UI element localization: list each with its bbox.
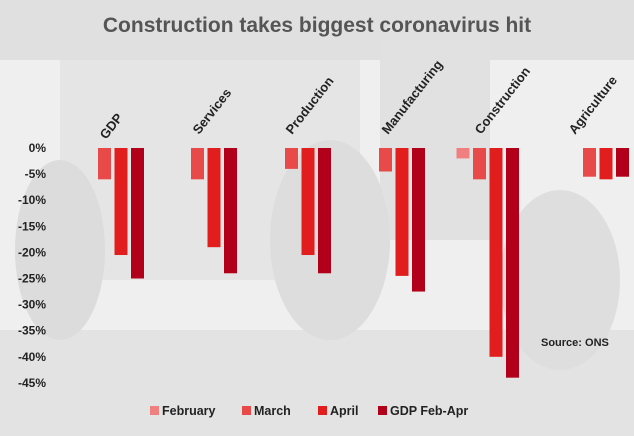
y-tick-label: -25% [18,272,46,286]
category-label: Services [190,85,235,136]
category-label: Agriculture [566,73,621,137]
y-tick-label: -45% [18,376,46,390]
legend-swatch [150,406,159,415]
bar-gdp-gdp-feb-apr [131,148,144,279]
chart-title: Construction takes biggest coronavirus h… [103,14,531,37]
bar-manufacturing-march [379,148,392,172]
legend-swatch [242,406,251,415]
bar-construction-february [456,148,470,159]
source-note: Source: ONS [541,337,609,349]
y-tick-label: -15% [18,219,46,233]
y-tick-label: -20% [18,245,46,259]
bars [98,148,629,378]
y-tick-label: -10% [18,193,46,207]
bar-agriculture-april [599,148,613,180]
category-label: Construction [472,64,534,137]
legend-swatch [318,406,327,415]
bar-gdp-april [114,148,128,256]
bar-agriculture-march [583,148,596,177]
y-tick-label: -35% [18,324,46,338]
category-label: Production [283,74,337,137]
y-tick-label: -5% [25,167,47,181]
bar-manufacturing-gdp-feb-apr [412,148,425,292]
legend-label: February [162,404,216,418]
category-label: Manufacturing [379,57,446,137]
legend-label: April [330,404,358,418]
category-labels: GDP Services Production Manufacturing Constr… [97,57,621,142]
y-tick-label: 0% [29,141,47,155]
bar-production-march [285,148,298,169]
legend: February March April GDP Feb-Apr [150,404,468,418]
y-tick-label: -30% [18,298,46,312]
bar-agriculture-gdp-feb-apr [616,148,629,177]
bar-construction-april [489,148,503,357]
bar-production-gdp-feb-apr [318,148,331,274]
legend-swatch [378,406,387,415]
legend-label: March [254,404,291,418]
bar-manufacturing-april [395,148,409,276]
y-tick-label: -40% [18,350,46,364]
bar-construction-gdp-feb-apr [506,148,519,378]
bar-services-april [207,148,221,248]
bar-services-march [191,148,204,180]
legend-label: GDP Feb-Apr [390,404,468,418]
bar-construction-march [473,148,486,180]
bar-gdp-march [98,148,111,180]
bar-services-gdp-feb-apr [224,148,237,274]
bar-production-april [301,148,315,256]
y-axis: 0% -5% -10% -15% -20% -25% -30% -35% -40% -45% [18,141,46,390]
category-label: GDP [97,110,126,142]
